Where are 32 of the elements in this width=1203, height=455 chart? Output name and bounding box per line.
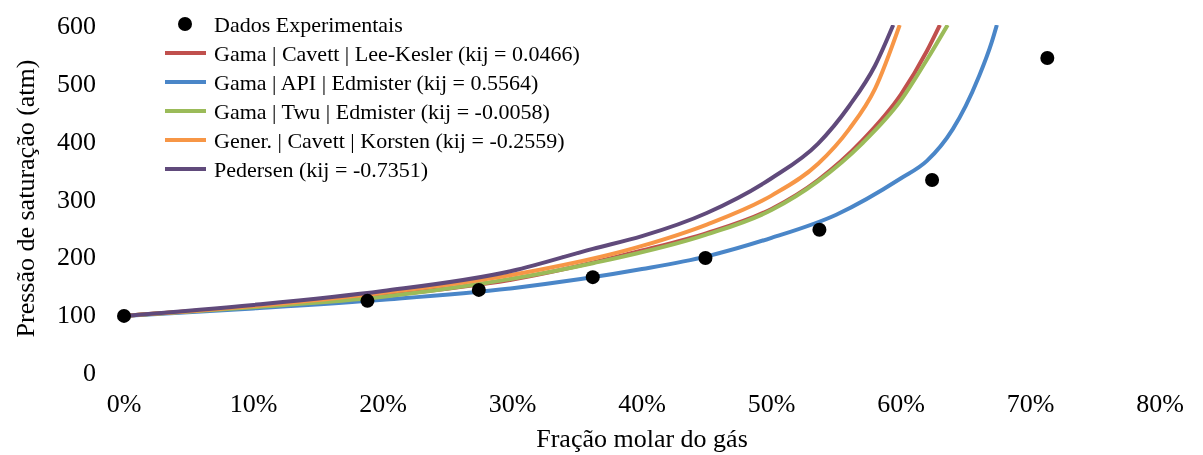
point xyxy=(698,251,713,266)
legend-label: Gener. | Cavett | Korsten (kij = -0.2559) xyxy=(214,127,565,153)
point xyxy=(925,172,940,187)
y-tick-label: 500 xyxy=(57,68,96,98)
y-axis-title: Pressão de saturação (atm) xyxy=(11,59,40,338)
y-tick-label: 600 xyxy=(57,11,96,41)
x-tick-label: 0% xyxy=(106,389,142,418)
x-axis-title: Fração molar do gás xyxy=(536,424,748,453)
x-tick-label: 10% xyxy=(229,389,278,418)
y-tick-label: 100 xyxy=(57,300,96,330)
legend-label: Pedersen (kij = -0.7351) xyxy=(214,156,429,182)
y-tick-label: 200 xyxy=(57,242,96,272)
legend-label: Gama | Cavett | Lee-Kesler (kij = 0.0466) xyxy=(214,40,580,66)
y-tick-label: 300 xyxy=(57,184,96,214)
x-tick-label: 80% xyxy=(1136,389,1184,418)
y-tick-label: 400 xyxy=(57,126,96,156)
x-tick-label: 30% xyxy=(488,389,537,418)
x-tick-label: 40% xyxy=(618,389,666,418)
legend-label: Gama | Twu | Edmister (kij = -0.0058) xyxy=(214,98,550,124)
x-tick-label: 60% xyxy=(877,389,925,418)
y-tick-label: 0 xyxy=(83,358,96,388)
x-tick-label: 70% xyxy=(1006,389,1055,418)
legend-label: Dados Experimentais xyxy=(214,11,403,37)
point xyxy=(360,293,375,308)
x-tick-label: 50% xyxy=(747,389,796,418)
point xyxy=(471,282,486,297)
legend-label: Gama | API | Edmister (kij = 0.5564) xyxy=(214,69,539,95)
point xyxy=(117,308,131,323)
point xyxy=(1040,50,1055,65)
x-tick-label: 20% xyxy=(359,389,407,418)
point xyxy=(812,222,827,237)
point xyxy=(585,270,600,285)
